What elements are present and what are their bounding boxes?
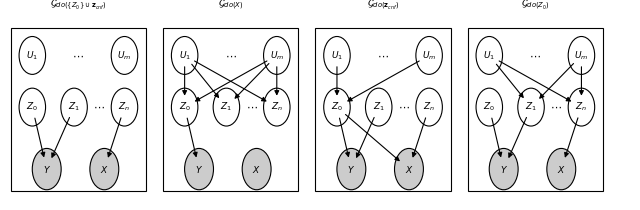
Text: $U_1$: $U_1$ <box>26 49 38 62</box>
Text: $\cdots$: $\cdots$ <box>72 50 84 60</box>
Text: $\mathcal{G}_{do(\{Z_0\}\cup\mathbf{z}_{cnf})}$: $\mathcal{G}_{do(\{Z_0\}\cup\mathbf{z}_{… <box>50 0 107 12</box>
Text: $Z_0$: $Z_0$ <box>26 101 38 113</box>
Text: $\cdots$: $\cdots$ <box>225 50 237 60</box>
Ellipse shape <box>394 148 424 190</box>
Ellipse shape <box>264 88 290 126</box>
Text: $Z_0$: $Z_0$ <box>331 101 343 113</box>
Ellipse shape <box>19 88 45 126</box>
Ellipse shape <box>547 148 576 190</box>
Ellipse shape <box>90 148 119 190</box>
Ellipse shape <box>19 37 45 74</box>
Ellipse shape <box>184 148 214 190</box>
Text: $Z_n$: $Z_n$ <box>423 101 435 113</box>
Text: $X$: $X$ <box>100 164 109 175</box>
Ellipse shape <box>32 148 61 190</box>
Text: $Y$: $Y$ <box>500 164 508 175</box>
Text: $\mathcal{G}_{do(X)}$: $\mathcal{G}_{do(X)}$ <box>218 0 244 12</box>
Ellipse shape <box>337 148 366 190</box>
Text: $X$: $X$ <box>404 164 413 175</box>
Text: $Z_0$: $Z_0$ <box>483 101 495 113</box>
Text: $Y$: $Y$ <box>195 164 203 175</box>
Text: $Z_1$: $Z_1$ <box>220 101 232 113</box>
Ellipse shape <box>172 37 198 74</box>
Ellipse shape <box>264 37 290 74</box>
Text: $U_1$: $U_1$ <box>483 49 495 62</box>
Text: $\cdots$: $\cdots$ <box>377 50 389 60</box>
Text: $Z_0$: $Z_0$ <box>179 101 191 113</box>
Text: $\cdots$: $\cdots$ <box>93 102 105 112</box>
Text: $Z_n$: $Z_n$ <box>118 101 131 113</box>
Text: $U_m$: $U_m$ <box>422 49 436 62</box>
Text: $\cdots$: $\cdots$ <box>398 102 410 112</box>
Ellipse shape <box>242 148 271 190</box>
Text: $X$: $X$ <box>252 164 261 175</box>
Ellipse shape <box>111 88 138 126</box>
Ellipse shape <box>172 88 198 126</box>
Ellipse shape <box>416 88 442 126</box>
Text: $\cdots$: $\cdots$ <box>246 102 257 112</box>
Ellipse shape <box>489 148 518 190</box>
Text: $U_m$: $U_m$ <box>574 49 589 62</box>
Text: $\mathcal{G}_{do(\mathbf{z}_{cnf})}$: $\mathcal{G}_{do(\mathbf{z}_{cnf})}$ <box>367 0 399 12</box>
Ellipse shape <box>568 88 595 126</box>
Ellipse shape <box>476 37 502 74</box>
Ellipse shape <box>518 88 544 126</box>
Text: $U_1$: $U_1$ <box>331 49 343 62</box>
Text: $U_m$: $U_m$ <box>269 49 284 62</box>
Ellipse shape <box>213 88 239 126</box>
Ellipse shape <box>568 37 595 74</box>
Text: $U_1$: $U_1$ <box>179 49 191 62</box>
Text: $Z_n$: $Z_n$ <box>575 101 588 113</box>
Text: $Z_1$: $Z_1$ <box>525 101 537 113</box>
Ellipse shape <box>476 88 502 126</box>
Text: $\mathcal{G}_{do(Z_0)}$: $\mathcal{G}_{do(Z_0)}$ <box>521 0 550 12</box>
Text: $Z_1$: $Z_1$ <box>372 101 385 113</box>
Text: $\cdots$: $\cdots$ <box>550 102 562 112</box>
Ellipse shape <box>365 88 392 126</box>
Text: $X$: $X$ <box>557 164 566 175</box>
Ellipse shape <box>324 37 350 74</box>
Ellipse shape <box>111 37 138 74</box>
Text: $Z_1$: $Z_1$ <box>68 101 80 113</box>
Ellipse shape <box>61 88 87 126</box>
Text: $Y$: $Y$ <box>348 164 355 175</box>
Text: $Z_n$: $Z_n$ <box>271 101 283 113</box>
Ellipse shape <box>324 88 350 126</box>
Ellipse shape <box>416 37 442 74</box>
Text: $U_m$: $U_m$ <box>117 49 132 62</box>
Text: $\cdots$: $\cdots$ <box>529 50 541 60</box>
Text: $Y$: $Y$ <box>43 164 51 175</box>
